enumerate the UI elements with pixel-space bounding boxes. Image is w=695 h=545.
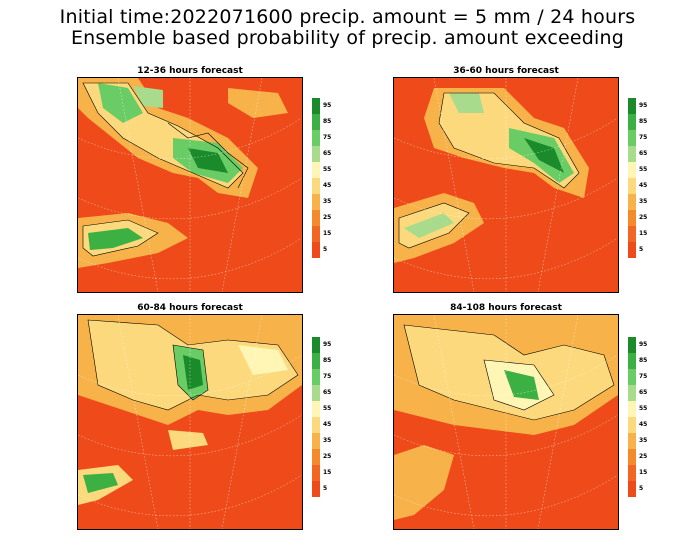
colorbar-label: 85 <box>639 118 648 125</box>
colorbar-swatch <box>312 146 320 162</box>
colorbar-swatch <box>312 130 320 146</box>
colorbar-label: 35 <box>323 198 332 205</box>
colorbar-label: 35 <box>639 437 648 444</box>
colorbar-label: 35 <box>639 198 648 205</box>
colorbar-label: 5 <box>323 485 328 492</box>
colorbar-swatch <box>312 401 320 417</box>
map-graphic <box>78 78 302 292</box>
colorbar-label: 95 <box>639 102 648 109</box>
colorbar-2: 95 85 75 65 55 45 35 25 15 5 <box>628 98 647 258</box>
colorbar-label: 95 <box>639 341 648 348</box>
colorbar-swatch <box>312 242 320 258</box>
map <box>393 77 619 293</box>
colorbar-label: 95 <box>323 341 332 348</box>
colorbar-swatch <box>628 162 636 178</box>
colorbar-swatch <box>628 401 636 417</box>
title-line-1: Initial time:2022071600 precip. amount =… <box>59 6 636 28</box>
colorbar-swatch <box>312 178 320 194</box>
colorbar-swatch <box>312 417 320 433</box>
colorbar-swatch <box>312 433 320 449</box>
colorbar-label: 15 <box>639 230 648 237</box>
colorbar-swatch <box>628 242 636 258</box>
colorbar-label: 45 <box>323 421 332 428</box>
colorbar-label: 45 <box>639 421 648 428</box>
colorbar-swatch <box>312 369 320 385</box>
colorbar-label: 5 <box>639 485 644 492</box>
colorbar-label: 85 <box>323 357 332 364</box>
colorbar-swatch <box>628 385 636 401</box>
colorbar-label: 55 <box>323 405 332 412</box>
title-line-2: Ensemble based probability of precip. am… <box>70 27 625 49</box>
colorbar-1: 95 85 75 65 55 45 35 25 15 5 <box>312 98 331 258</box>
colorbar-swatch <box>628 114 636 130</box>
colorbar-label: 25 <box>639 453 648 460</box>
colorbar-swatch <box>312 162 320 178</box>
colorbar-label: 55 <box>323 166 332 173</box>
colorbar-label: 65 <box>639 389 648 396</box>
map-graphic <box>78 315 302 529</box>
panel-title: 84-108 hours forecast <box>450 303 562 313</box>
colorbar-label: 75 <box>639 134 648 141</box>
colorbar-swatch <box>312 385 320 401</box>
colorbar-swatch <box>312 226 320 242</box>
colorbar-4: 95 85 75 65 55 45 35 25 15 5 <box>628 337 647 497</box>
colorbar-label: 55 <box>639 166 648 173</box>
colorbar-3: 95 85 75 65 55 45 35 25 15 5 <box>312 337 331 497</box>
colorbar-swatch <box>312 481 320 497</box>
colorbar-label: 85 <box>639 357 648 364</box>
colorbar-swatch <box>628 465 636 481</box>
colorbar-label: 15 <box>323 469 332 476</box>
panel-title: 36-60 hours forecast <box>453 66 559 76</box>
colorbar-label: 25 <box>323 214 332 221</box>
colorbar-swatch <box>312 210 320 226</box>
colorbar-label: 75 <box>323 134 332 141</box>
colorbar-swatch <box>312 353 320 369</box>
map <box>77 77 303 293</box>
colorbar-label: 25 <box>323 453 332 460</box>
colorbar-label: 45 <box>323 182 332 189</box>
colorbar-swatch <box>312 114 320 130</box>
map <box>393 314 619 530</box>
colorbar-label: 45 <box>639 182 648 189</box>
map-graphic <box>394 315 618 529</box>
colorbar-label: 5 <box>639 246 644 253</box>
colorbar-swatch <box>312 98 320 114</box>
colorbar-swatch <box>628 449 636 465</box>
panel-title: 60-84 hours forecast <box>137 303 243 313</box>
colorbar-label: 35 <box>323 437 332 444</box>
colorbar-label: 65 <box>323 389 332 396</box>
colorbar-label: 15 <box>639 469 648 476</box>
colorbar-swatch <box>628 210 636 226</box>
colorbar-swatch <box>628 146 636 162</box>
colorbar-swatch <box>628 337 636 353</box>
colorbar-label: 25 <box>639 214 648 221</box>
colorbar-swatch <box>628 417 636 433</box>
colorbar-label: 65 <box>323 150 332 157</box>
colorbar-label: 65 <box>639 150 648 157</box>
colorbar-swatch <box>628 433 636 449</box>
colorbar-swatch <box>628 353 636 369</box>
map <box>77 314 303 530</box>
colorbar-swatch <box>628 194 636 210</box>
colorbar-swatch <box>312 337 320 353</box>
colorbar-label: 75 <box>323 373 332 380</box>
colorbar-swatch <box>628 98 636 114</box>
map-graphic <box>394 78 618 292</box>
panel-title: 12-36 hours forecast <box>137 66 243 76</box>
colorbar-swatch <box>312 449 320 465</box>
colorbar-swatch <box>312 465 320 481</box>
colorbar-swatch <box>628 369 636 385</box>
colorbar-swatch <box>312 194 320 210</box>
colorbar-swatch <box>628 481 636 497</box>
colorbar-label: 55 <box>639 405 648 412</box>
colorbar-swatch <box>628 178 636 194</box>
colorbar-label: 15 <box>323 230 332 237</box>
colorbar-swatch <box>628 130 636 146</box>
colorbar-label: 5 <box>323 246 328 253</box>
colorbar-label: 75 <box>639 373 648 380</box>
colorbar-label: 85 <box>323 118 332 125</box>
colorbar-swatch <box>628 226 636 242</box>
colorbar-label: 95 <box>323 102 332 109</box>
